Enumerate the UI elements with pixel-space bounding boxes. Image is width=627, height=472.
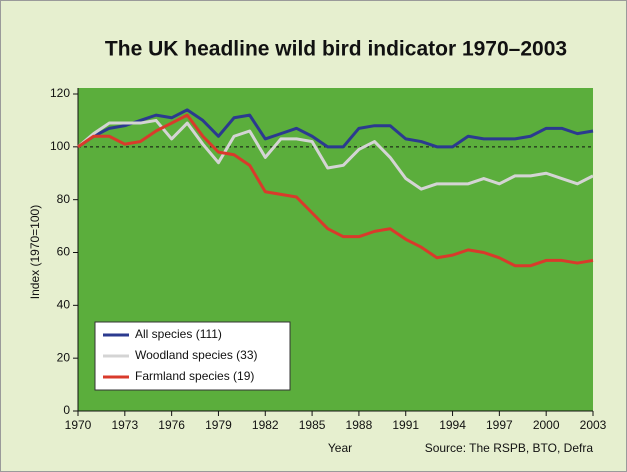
x-tick-label: 1976 [158,418,185,432]
y-tick-label: 60 [57,245,71,259]
x-tick-label: 1997 [486,418,513,432]
y-tick-label: 80 [57,192,71,206]
legend-label: Farmland species (19) [135,369,254,383]
x-tick-label: 1985 [299,418,326,432]
y-tick-label: 40 [57,298,71,312]
x-tick-label: 1979 [205,418,232,432]
y-tick-label: 100 [50,139,70,153]
series-line [77,108,594,149]
source: Source: The RSPB, BTO, Defra [425,441,594,455]
x-tick-label: 1988 [346,418,373,432]
legend-label: All species (111) [135,327,222,341]
y-tick-label: 120 [50,86,70,100]
x-tick-label: 1991 [392,418,419,432]
x-tick-label: 1982 [252,418,279,432]
x-tick-label: 1994 [439,418,466,432]
x-tick-label: 2000 [533,418,560,432]
x-axis-label: Year [328,441,352,455]
x-tick-label: 1970 [65,418,92,432]
series-line [77,118,594,191]
y-tick-label: 0 [63,403,70,417]
y-axis-label: Index (1970=100) [28,205,42,299]
x-tick-label: 1973 [111,418,138,432]
y-tick-label: 20 [57,350,71,364]
legend-label: Woodland species (33) [135,348,258,362]
series-line [77,113,594,268]
x-tick-label: 2003 [580,418,607,432]
chart-title: The UK headline wild bird indicator 1970… [105,38,567,61]
